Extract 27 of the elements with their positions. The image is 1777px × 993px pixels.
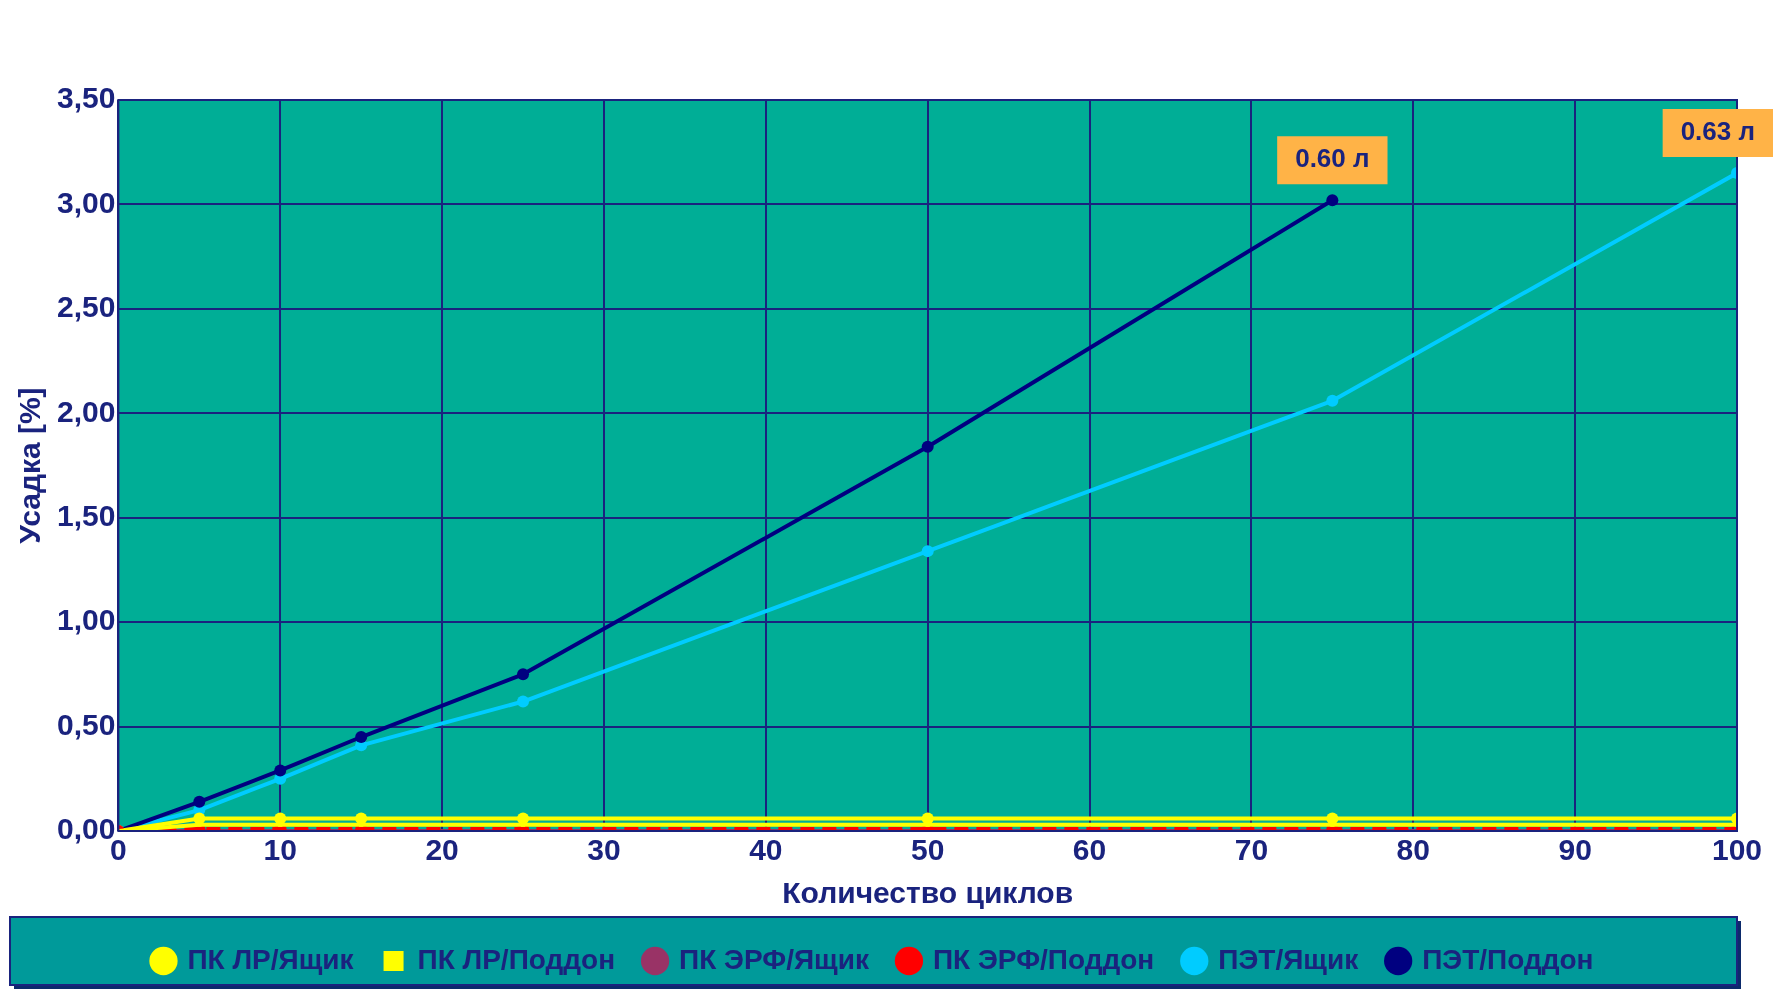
legend-label: ПЭТ/Ящик <box>1218 943 1360 975</box>
x-tick-label: 80 <box>1396 833 1430 867</box>
y-tick-label: 3,00 <box>57 185 116 219</box>
x-tick-label: 70 <box>1234 833 1269 867</box>
y-tick-label: 1,50 <box>57 498 116 532</box>
x-tick-label: 100 <box>1711 833 1763 867</box>
legend-label: ПК ЭРФ/Поддон <box>932 943 1155 975</box>
legend-label: ПК ЛР/Поддон <box>417 943 616 975</box>
x-tick-label: 90 <box>1558 833 1592 867</box>
y-axis-title: Усадка [%] <box>13 387 47 544</box>
annotation: 0.63 л <box>1680 116 1755 147</box>
x-axis-title: Количество циклов <box>782 876 1074 910</box>
x-tick-label: 60 <box>1072 833 1107 867</box>
legend-label: ПК ЭРФ/Ящик <box>679 943 870 975</box>
legend-label: ПЭТ/Поддон <box>1422 943 1594 975</box>
y-tick-label: 0,50 <box>57 707 116 741</box>
x-tick-label: 30 <box>587 833 621 867</box>
y-tick-label: 1,00 <box>57 603 116 637</box>
y-tick-label: 2,00 <box>57 394 116 428</box>
x-tick-label: 50 <box>911 833 945 867</box>
legend-label: ПК ЛР/Ящик <box>187 943 355 975</box>
y-tick-label: 3,50 <box>57 81 116 115</box>
x-tick-label: 20 <box>425 833 459 867</box>
x-tick-label: 40 <box>749 833 783 867</box>
y-tick-label: 2,50 <box>57 290 116 324</box>
annotation: 0.60 л <box>1295 143 1370 174</box>
x-tick-label: 10 <box>263 833 297 867</box>
